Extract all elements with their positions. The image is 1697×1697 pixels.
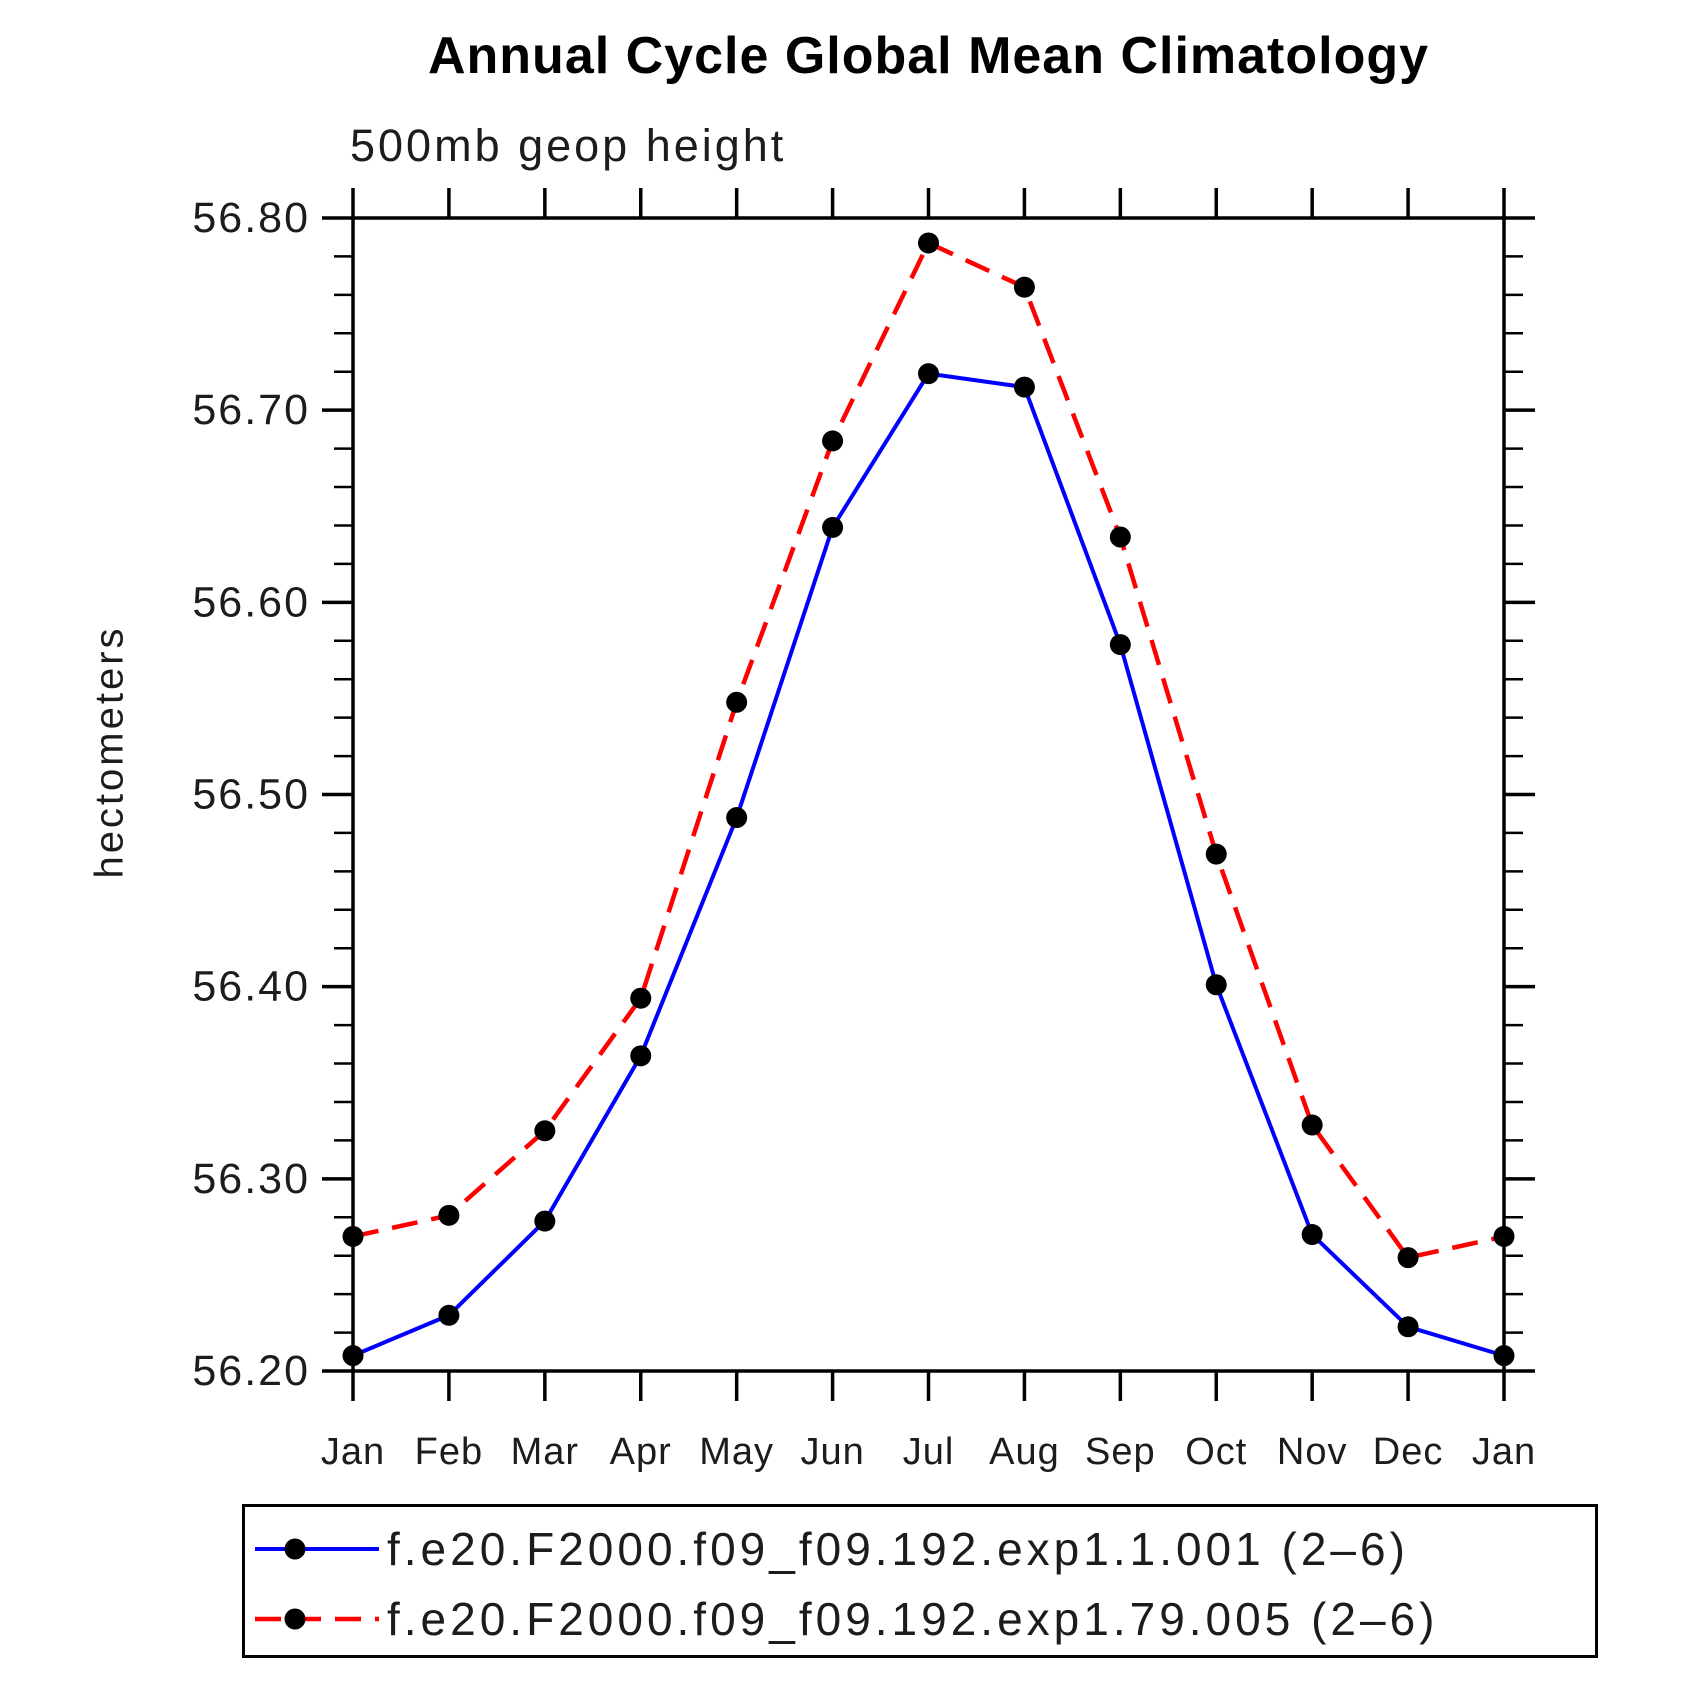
data-point-marker xyxy=(726,691,748,713)
plot-box xyxy=(351,216,1506,1373)
data-point-marker xyxy=(438,1304,460,1326)
data-point-marker xyxy=(1109,634,1131,656)
data-point-marker xyxy=(918,232,939,254)
x-tick-label: Nov xyxy=(1277,1431,1348,1473)
data-point-marker xyxy=(1013,276,1035,298)
data-point-marker xyxy=(1397,1247,1419,1269)
x-tick-label: Mar xyxy=(511,1431,579,1473)
legend: f.e20.F2000.f09_f09.192.exp1.1.001 (2–6)… xyxy=(242,1504,1598,1658)
y-tick-label: 56.50 xyxy=(192,771,310,819)
data-point-marker xyxy=(822,430,844,452)
data-point-marker xyxy=(630,1045,652,1067)
x-tick-label: Jan xyxy=(1472,1431,1536,1473)
x-tick-label: Jul xyxy=(903,1431,955,1473)
data-point-marker xyxy=(822,516,844,538)
x-tick-label: Jun xyxy=(800,1431,864,1473)
data-point-marker xyxy=(1013,376,1035,398)
data-point-marker xyxy=(1301,1114,1323,1136)
x-tick-label: Feb xyxy=(415,1431,483,1473)
data-point-marker xyxy=(1205,974,1227,996)
legend-item: f.e20.F2000.f09_f09.192.exp1.1.001 (2–6) xyxy=(251,1523,1409,1575)
data-point-marker xyxy=(630,987,652,1009)
chart-subtitle: 500mb geop height xyxy=(350,120,787,171)
chart-title: Annual Cycle Global Mean Climatology xyxy=(427,27,1430,85)
data-point-marker xyxy=(1493,1225,1515,1247)
data-point-marker xyxy=(1301,1224,1323,1246)
x-tick-label: Dec xyxy=(1373,1431,1444,1473)
legend-item: f.e20.F2000.f09_f09.192.exp1.79.005 (2–6… xyxy=(251,1593,1439,1645)
legend-series-label: f.e20.F2000.f09_f09.192.exp1.1.001 (2–6) xyxy=(387,1523,1409,1575)
data-point-marker xyxy=(342,1345,364,1367)
y-tick-label: 56.40 xyxy=(192,963,310,1011)
y-tick-label: 56.70 xyxy=(192,386,310,434)
legend-marker-icon xyxy=(284,1608,306,1630)
data-point-marker xyxy=(1493,1345,1515,1367)
data-point-marker xyxy=(534,1120,556,1142)
data-point-marker xyxy=(438,1204,460,1226)
x-tick-label: May xyxy=(699,1431,774,1473)
legend-line-sample xyxy=(255,1538,379,1560)
x-tick-label: Apr xyxy=(610,1431,672,1473)
y-tick-label: 56.60 xyxy=(192,578,310,626)
legend-line-sample xyxy=(255,1608,379,1630)
x-tick-label: Sep xyxy=(1085,1431,1156,1473)
data-point-marker xyxy=(918,363,939,385)
series-line-dashed xyxy=(352,240,1505,1260)
data-point-marker xyxy=(1205,843,1227,865)
x-tick-label: Oct xyxy=(1185,1431,1247,1473)
data-point-marker xyxy=(342,1225,364,1247)
series-line-solid xyxy=(352,371,1505,1358)
y-tick-label: 56.20 xyxy=(192,1347,310,1395)
x-tick-label: Aug xyxy=(989,1431,1060,1473)
y-tick-label: 56.30 xyxy=(192,1155,310,1203)
x-tick-label: Jan xyxy=(321,1431,385,1473)
data-point-marker xyxy=(1397,1316,1419,1338)
legend-marker-icon xyxy=(284,1538,306,1560)
legend-series-label: f.e20.F2000.f09_f09.192.exp1.79.005 (2–6… xyxy=(387,1593,1439,1645)
data-point-marker xyxy=(534,1210,556,1232)
data-point-marker xyxy=(1109,526,1131,548)
y-tick-label: 56.80 xyxy=(192,194,310,242)
data-point-marker xyxy=(726,807,748,829)
